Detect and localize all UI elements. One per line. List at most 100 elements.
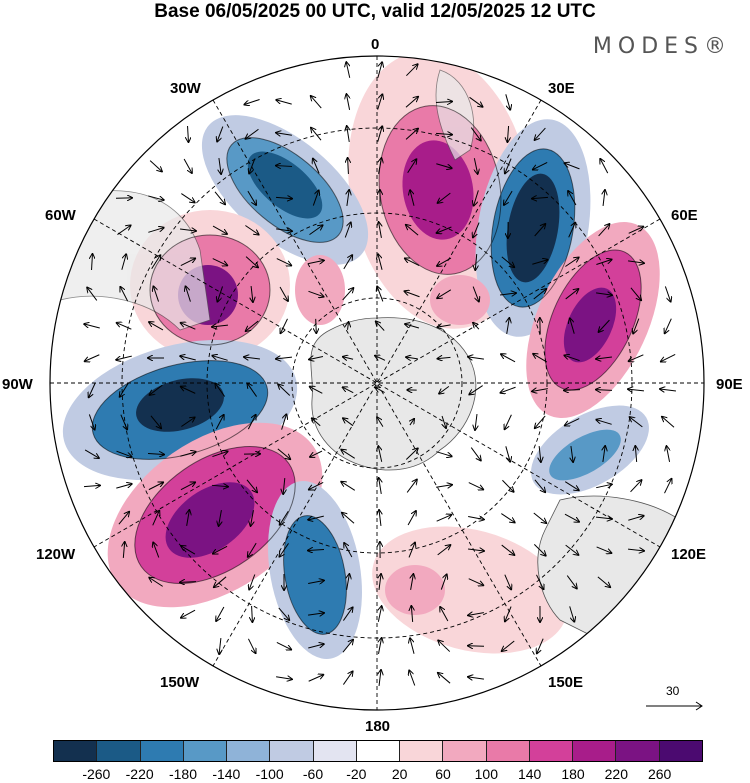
colorbar-tick-label: -220 [125, 766, 154, 782]
wind-arrow [217, 286, 224, 301]
colorbar-swatch [529, 741, 574, 761]
wind-arrow [600, 159, 609, 174]
wind-arrow [505, 158, 512, 174]
wind-arrow [276, 258, 291, 266]
wind-arrow [276, 677, 292, 680]
wind-arrow [244, 357, 260, 359]
wind-arrow [661, 354, 676, 361]
wind-arrow [117, 225, 130, 235]
wind-arrow [603, 190, 605, 207]
wind-arrow [343, 418, 354, 427]
wind-arrow [246, 128, 259, 138]
wind-arrow [405, 129, 418, 140]
wind-arrow [344, 222, 350, 238]
wind-arrow [501, 544, 515, 555]
wind-arrow [247, 415, 255, 430]
wind-arrow [279, 543, 289, 556]
colorbar [53, 740, 703, 762]
wind-arrow [311, 96, 322, 109]
wind-arrow [596, 260, 611, 265]
wind-arrow [275, 197, 292, 198]
wind-arrow [308, 515, 324, 520]
wind-arrow [279, 286, 288, 301]
wind-arrow [88, 414, 94, 429]
colorbar-swatch [573, 741, 617, 761]
wind-arrow [116, 355, 132, 360]
wind-arrow [442, 415, 446, 428]
wind-arrow [308, 260, 324, 263]
wind-arrow [276, 166, 293, 167]
wind-arrow [598, 224, 610, 237]
wind-arrow [437, 257, 452, 266]
wind-arrow [533, 354, 548, 363]
wind-arrow [150, 415, 161, 428]
lon-label-90w: 90W [2, 376, 33, 393]
wind-arrow [475, 414, 477, 430]
wind-arrow [85, 354, 100, 361]
wind-arrow [566, 575, 577, 589]
wind-arrow [475, 253, 476, 270]
wind-arrow [181, 193, 194, 203]
colorbar-tick-label: 60 [435, 766, 451, 782]
wind-arrow [251, 510, 254, 526]
wind-arrow [409, 670, 416, 686]
wind-arrow [310, 450, 323, 457]
wind-arrow [635, 446, 636, 463]
colorbar-swatch [270, 741, 314, 761]
colorbar-tick-label: 220 [604, 766, 629, 782]
wind-arrow [348, 322, 349, 330]
wind-arrow [410, 190, 415, 206]
wind-arrow [343, 255, 352, 270]
wind-arrow [181, 417, 194, 427]
wind-arrow [308, 580, 324, 583]
wind-arrow [407, 511, 416, 526]
wind-arrow [439, 385, 450, 393]
wind-arrow [597, 576, 610, 587]
wind-arrow [505, 414, 512, 429]
wind-arrow [473, 323, 480, 330]
wind-arrow [438, 357, 451, 358]
wind-arrow [280, 510, 289, 525]
wind-arrow [121, 254, 126, 270]
lon-label-150w: 150W [160, 674, 200, 691]
wind-arrow [347, 190, 349, 206]
wind-arrow [378, 638, 381, 654]
wind-arrow [181, 609, 196, 618]
wind-arrow [376, 321, 385, 331]
wind-arrow [473, 222, 480, 238]
wind-arrow [468, 578, 484, 586]
wind-arrow [180, 356, 196, 361]
wind-arrow [500, 386, 516, 392]
wind-arrow [437, 226, 452, 233]
lon-label-30e: 30E [548, 80, 575, 97]
lon-label-180: 180 [365, 718, 391, 735]
wind-arrow [468, 613, 484, 616]
wind-arrow [120, 382, 129, 397]
wind-arrow [245, 225, 258, 234]
wind-arrow [251, 285, 253, 302]
colorbar-tick-label: 180 [561, 766, 585, 782]
wind-arrow [342, 671, 352, 685]
wind-arrow [186, 286, 191, 302]
wind-arrow [436, 485, 452, 487]
wind-arrow [89, 382, 96, 398]
wind-arrow [535, 415, 546, 428]
wind-arrow [569, 606, 575, 621]
wind-arrow [406, 64, 417, 77]
wind-arrow [468, 357, 484, 359]
wind-arrow [276, 133, 292, 136]
wind-arrow [219, 510, 222, 526]
wind-arrow [469, 96, 483, 106]
wind-arrow [474, 158, 477, 174]
wind-arrow [118, 512, 129, 525]
wind-arrow [281, 414, 287, 430]
wind-arrow [116, 484, 131, 489]
wind-arrow [281, 318, 288, 333]
colorbar-swatch [54, 741, 98, 761]
wind-arrow [565, 544, 579, 555]
wind-arrow [539, 445, 541, 462]
wind-arrow [468, 646, 485, 647]
wind-arrow [504, 574, 511, 590]
lon-label-120w: 120W [36, 546, 76, 563]
wind-arrow [217, 126, 224, 142]
